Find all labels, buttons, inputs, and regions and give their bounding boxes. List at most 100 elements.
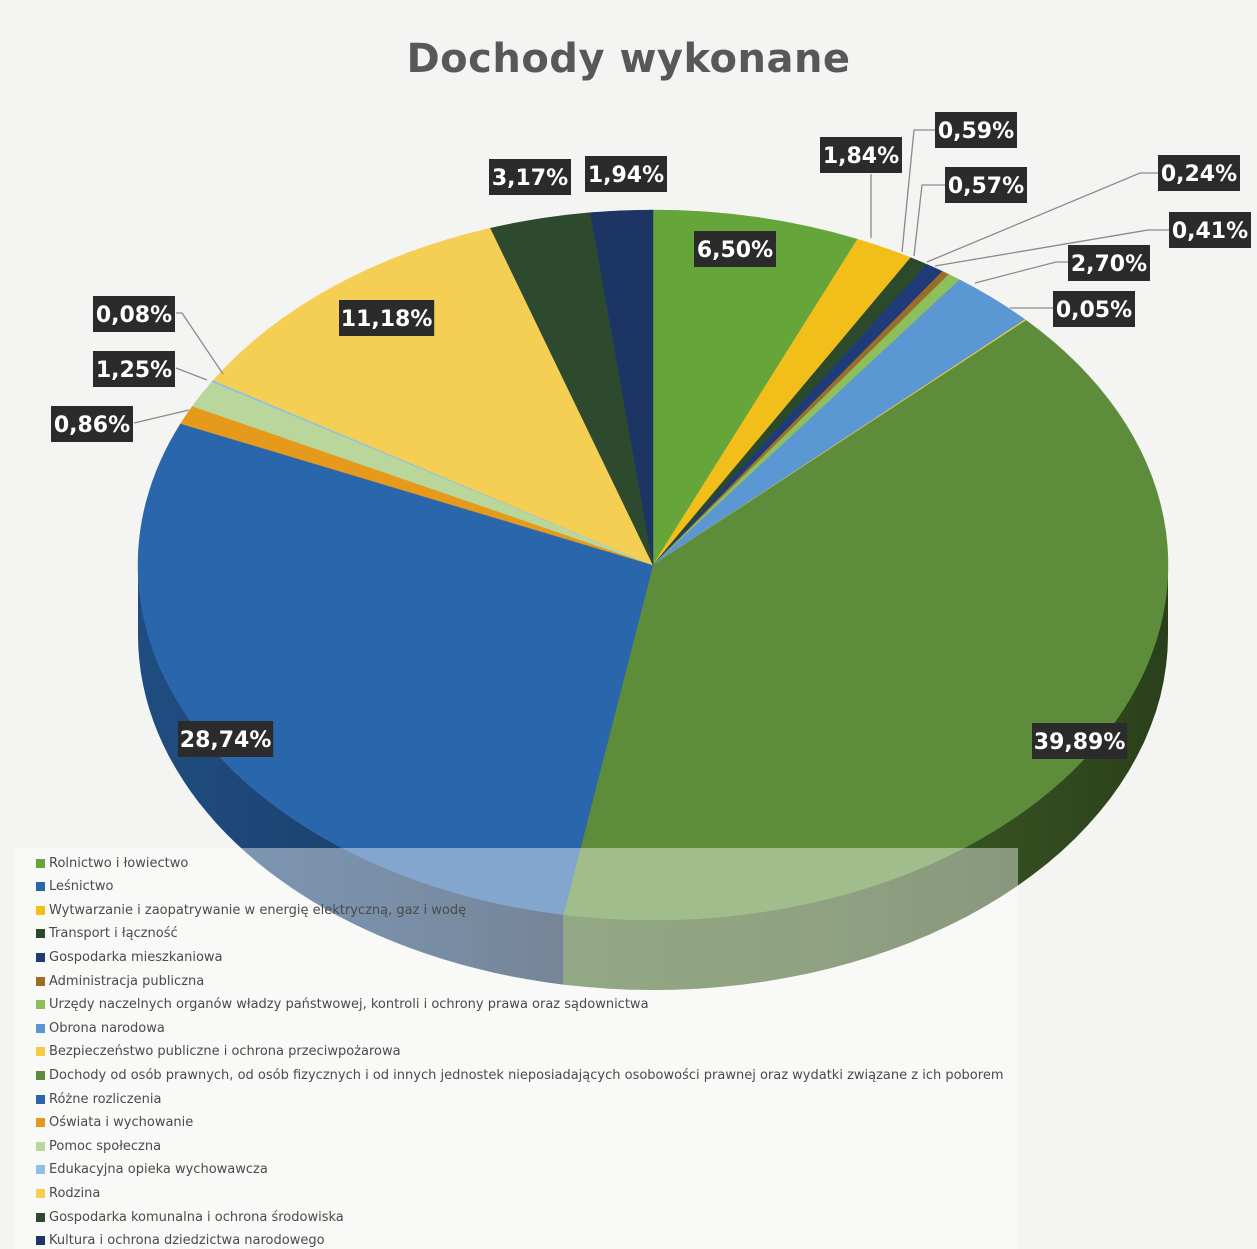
legend-label: Oświata i wychowanie xyxy=(49,1115,194,1131)
legend-label: Gospodarka komunalna i ochrona środowisk… xyxy=(49,1209,344,1225)
leader-line-4 xyxy=(926,172,1158,263)
data-label-10: 0,86% xyxy=(51,406,133,442)
data-label-text-14: 3,17% xyxy=(492,166,568,191)
data-label-text-15: 1,94% xyxy=(588,163,664,188)
legend-label: Obrona narodowa xyxy=(49,1020,165,1036)
legend-label: Różne rozliczenia xyxy=(49,1091,162,1107)
legend-swatch xyxy=(36,882,45,892)
leader-line-10 xyxy=(133,409,190,424)
data-label-box-3 xyxy=(945,167,1027,203)
legend-swatch xyxy=(36,1070,45,1080)
data-label-4: 0,24% xyxy=(1158,155,1240,191)
legend-item: Oświata i wychowanie xyxy=(36,1113,193,1133)
legend-item: Pomoc społeczna xyxy=(36,1136,161,1156)
data-label-box-5 xyxy=(1169,212,1251,248)
chart-title: Dochody wykonane xyxy=(406,36,851,82)
data-label-box-6 xyxy=(1068,245,1150,281)
legend-item: Gospodarka komunalna i ochrona środowisk… xyxy=(36,1207,344,1227)
data-label-14: 3,17% xyxy=(489,159,571,195)
data-label-text-3: 0,57% xyxy=(948,174,1024,199)
data-label-box-2 xyxy=(935,112,1017,148)
pie-slice-15 xyxy=(590,209,654,566)
data-label-text-7: 0,05% xyxy=(1056,298,1132,323)
leader-line-3 xyxy=(913,184,945,257)
data-label-text-0: 6,50% xyxy=(697,238,773,263)
data-label-text-6: 2,70% xyxy=(1071,252,1147,277)
data-label-text-9: 28,74% xyxy=(180,728,272,753)
data-label-box-13 xyxy=(339,300,435,336)
legend-swatch xyxy=(36,929,45,939)
legend-item: Kultura i ochrona dziedzictwa narodowego xyxy=(36,1231,325,1249)
data-label-0: 6,50% xyxy=(694,231,776,267)
data-label-box-15 xyxy=(585,156,667,192)
data-label-box-14 xyxy=(489,159,571,195)
legend-label: Wytwarzanie i zaopatrywanie w energię el… xyxy=(49,902,467,918)
legend-label: Rodzina xyxy=(49,1185,101,1201)
data-label-text-10: 0,86% xyxy=(54,413,130,438)
legend-item: Bezpieczeństwo publiczne i ochrona przec… xyxy=(36,1042,401,1062)
legend-swatch xyxy=(36,1212,45,1222)
legend-label: Transport i łączność xyxy=(49,926,178,942)
data-label-box-9 xyxy=(178,721,274,757)
legend-label: Urzędy naczelnych organów władzy państwo… xyxy=(49,997,649,1013)
pie-slice-13 xyxy=(212,227,654,566)
data-label-text-5: 0,41% xyxy=(1172,219,1248,244)
data-label-box-12 xyxy=(93,296,175,332)
leader-line-2 xyxy=(901,129,935,253)
legend-label: Dochody od osób prawnych, od osób fizycz… xyxy=(49,1067,1004,1083)
legend-item: Leśnictwo xyxy=(36,877,113,897)
data-label-text-2: 0,59% xyxy=(938,119,1014,144)
legend-swatch xyxy=(36,1023,45,1033)
legend-item: Wytwarzanie i zaopatrywanie w energię el… xyxy=(36,900,466,920)
legend-swatch xyxy=(36,1141,45,1151)
legend-swatch xyxy=(36,1000,45,1010)
legend-swatch xyxy=(36,858,45,868)
legend-label: Kultura i ochrona dziedzictwa narodowego xyxy=(49,1233,325,1249)
data-label-2: 0,59% xyxy=(935,112,1017,148)
data-label-15: 1,94% xyxy=(585,156,667,192)
data-label-box-4 xyxy=(1158,155,1240,191)
data-label-box-11 xyxy=(93,351,175,387)
legend-swatch xyxy=(36,905,45,915)
data-label-8: 39,89% xyxy=(1032,723,1128,759)
data-label-7: 0,05% xyxy=(1053,291,1135,327)
data-label-6: 2,70% xyxy=(1068,245,1150,281)
leader-line-12 xyxy=(176,312,224,375)
legend-swatch xyxy=(36,1188,45,1198)
legend-item: Rolnictwo i łowiectwo xyxy=(36,853,188,873)
data-label-box-1 xyxy=(820,137,902,173)
legend-swatch xyxy=(36,1118,45,1128)
pie-slice-0 xyxy=(652,209,858,566)
legend-item: Edukacyjna opieka wychowawcza xyxy=(36,1160,268,1180)
legend-swatch xyxy=(36,976,45,986)
legend-label: Rolnictwo i łowiectwo xyxy=(49,855,189,871)
legend-item: Rodzina xyxy=(36,1183,100,1203)
data-label-text-4: 0,24% xyxy=(1161,162,1237,187)
pie-side-shade-9 xyxy=(138,565,564,985)
leader-line-6 xyxy=(974,261,1068,284)
leader-line-11 xyxy=(175,367,208,381)
data-label-text-13: 11,18% xyxy=(341,307,433,332)
pie-side-shade-8 xyxy=(563,565,1168,990)
legend-label: Pomoc społeczna xyxy=(49,1138,162,1154)
legend-label: Administracja publiczna xyxy=(49,973,205,989)
data-label-box-10 xyxy=(51,406,133,442)
legend-item: Dochody od osób prawnych, od osób fizycz… xyxy=(36,1065,1003,1085)
legend-item: Transport i łączność xyxy=(36,924,178,944)
legend-swatch xyxy=(36,1165,45,1175)
data-label-11: 1,25% xyxy=(93,351,175,387)
legend-swatch xyxy=(36,952,45,962)
data-label-text-11: 1,25% xyxy=(96,358,172,383)
data-label-text-8: 39,89% xyxy=(1034,730,1126,755)
chart-legend: Rolnictwo i łowiectwo Leśnictwo Wytwarzani… xyxy=(14,848,1018,1249)
data-label-3: 0,57% xyxy=(945,167,1027,203)
data-label-1: 1,84% xyxy=(820,137,902,173)
data-label-13: 11,18% xyxy=(339,300,435,336)
data-label-12: 0,08% xyxy=(93,296,175,332)
legend-item: Obrona narodowa xyxy=(36,1018,165,1038)
data-label-text-1: 1,84% xyxy=(823,144,899,169)
data-label-box-0 xyxy=(694,231,776,267)
legend-label: Edukacyjna opieka wychowawcza xyxy=(49,1162,268,1178)
legend-label: Bezpieczeństwo publiczne i ochrona przec… xyxy=(49,1044,401,1060)
